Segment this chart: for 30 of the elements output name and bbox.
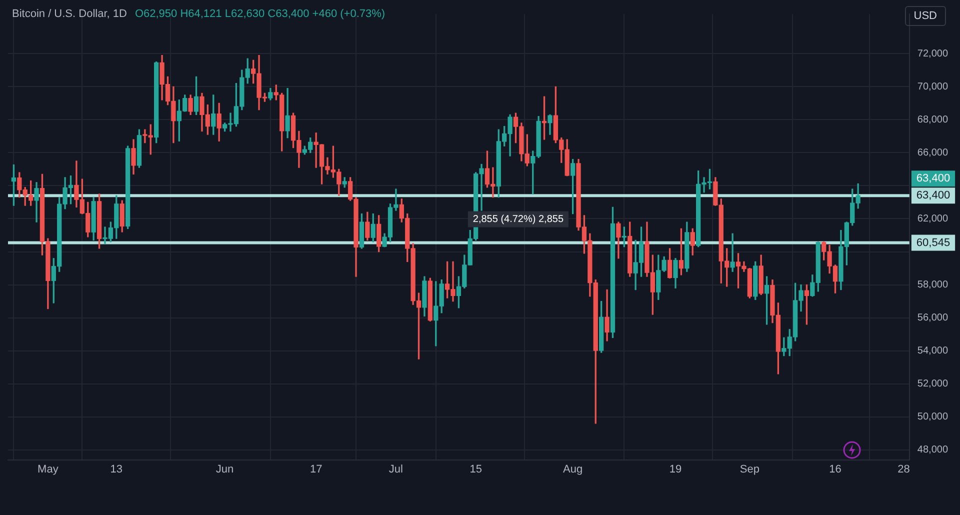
x-tick-label: Aug — [563, 463, 583, 476]
y-tick-label: 66,000 — [917, 147, 948, 158]
x-tick-label: 19 — [669, 463, 682, 476]
text: 63,400 — [916, 172, 950, 185]
x-tick-label: May — [38, 463, 59, 476]
x-tick-label: 15 — [470, 463, 482, 476]
chart-title: Bitcoin / U.S. Dollar, 1D — [12, 8, 127, 20]
x-tick-label: 17 — [310, 463, 322, 476]
x-tick-label: Jul — [388, 463, 403, 476]
ref-line-label: 60,545 — [916, 236, 950, 249]
y-tick-label: 50,000 — [917, 412, 948, 423]
y-tick-label: 52,000 — [917, 378, 948, 390]
x-tick-label: 13 — [110, 463, 123, 476]
x-tick-label: Jun — [216, 463, 234, 476]
x-tick-label: 28 — [898, 463, 910, 476]
y-tick-label: 70,000 — [917, 81, 948, 92]
x-tick-label: 16 — [829, 463, 842, 476]
x-tick-label: Sep — [740, 463, 760, 476]
y-tick-label: 62,000 — [917, 213, 948, 224]
y-tick-label: 72,000 — [917, 48, 948, 60]
y-tick-label: 56,000 — [917, 312, 948, 324]
ref-line-label: 63,400 — [916, 190, 950, 202]
chart-subtitle: O62,950 H64,121 L62,630 C63,400 +460 (+0.73%) — [134, 8, 386, 20]
candlestick — [730, 233, 735, 272]
y-tick-label: 48,000 — [917, 444, 948, 456]
y-tick-label: 58,000 — [917, 280, 948, 291]
y-tick-label: 68,000 — [917, 114, 948, 126]
annotation: 2,855 (4.72%) 2,855 — [472, 214, 564, 225]
y-axis-title: USD — [904, 6, 946, 26]
y-tick-label: 54,000 — [917, 346, 948, 357]
